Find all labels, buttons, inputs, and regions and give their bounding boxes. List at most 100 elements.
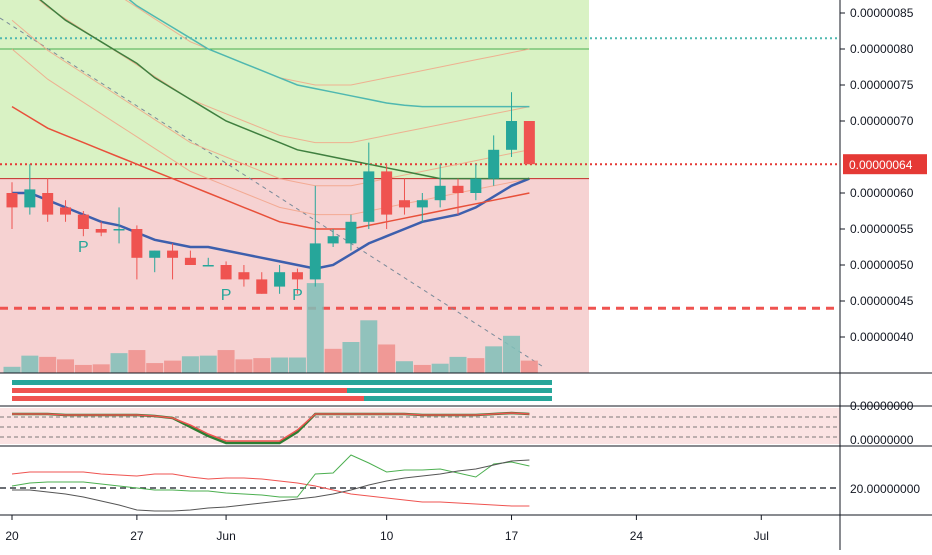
x-tick-label-4: 17 <box>505 529 519 543</box>
pane4-line-red <box>11 471 530 507</box>
y-tick-label-0: 0.00000085 <box>850 6 914 20</box>
candle-11 <box>202 257 214 267</box>
candle-20 <box>363 142 375 229</box>
volume-bar-21 <box>378 344 396 373</box>
volume-bar-8 <box>146 363 164 373</box>
candle-2 <box>42 178 54 222</box>
moving-average-0 <box>12 177 530 270</box>
y-tick-label-7: 0.00000050 <box>850 258 914 272</box>
oscillator-line-2 <box>12 412 530 442</box>
candle-body <box>523 121 535 165</box>
y-tick-label-6: 0.00000055 <box>850 222 914 236</box>
x-tick-label-2: Jun <box>216 529 235 543</box>
volume-bar-12 <box>217 350 235 373</box>
candle-body <box>60 207 72 215</box>
y-tick-label-8: 0.00000045 <box>850 294 914 308</box>
candle-1 <box>24 164 36 215</box>
volume-bar-13 <box>235 359 253 373</box>
y-tick-label-2: 0.00000075 <box>850 78 914 92</box>
candle-body <box>184 257 196 265</box>
volume-bar-26 <box>467 358 485 373</box>
indicator-pane-dmi <box>0 454 840 512</box>
volume-bar-16 <box>288 357 306 373</box>
pane3-bg <box>0 408 840 444</box>
candle-body <box>291 272 303 280</box>
pane2-label: 0.00000000 <box>850 399 914 413</box>
indicator-pane-bars <box>12 380 552 401</box>
pivot-marker-1: P <box>221 287 232 304</box>
candle-7 <box>131 225 143 280</box>
candle-body <box>113 229 125 231</box>
candle-body <box>220 265 232 280</box>
volume-bar-18 <box>324 348 342 373</box>
candle-16 <box>291 268 303 294</box>
candle-22 <box>398 178 410 215</box>
volume-bar-0 <box>3 366 21 373</box>
y-tick-label-5: 0.00000060 <box>850 186 914 200</box>
candle-body <box>470 178 482 193</box>
volume-bar-14 <box>253 358 271 373</box>
volume-bar-11 <box>199 355 217 373</box>
candle-body <box>202 265 214 267</box>
volume-bar-10 <box>181 356 199 373</box>
volume-bar-7 <box>128 350 146 373</box>
candle-8 <box>149 250 161 273</box>
candle-10 <box>184 250 196 265</box>
candle-23 <box>416 193 428 222</box>
candle-body <box>506 121 518 150</box>
candle-25 <box>452 178 464 215</box>
volume-bar-3 <box>57 359 75 373</box>
pane2-bar-2b <box>347 388 552 393</box>
candle-29 <box>523 121 535 165</box>
volume-bar-15 <box>271 357 289 373</box>
pane3-label: 0.00000000 <box>850 433 914 447</box>
y-tick-label-1: 0.00000080 <box>850 42 914 56</box>
candle-body <box>381 171 393 215</box>
candle-body <box>149 250 161 258</box>
candle-body <box>167 250 179 258</box>
price-label-badge <box>843 154 927 175</box>
candle-body <box>131 229 143 258</box>
y-tick-label-3: 0.00000070 <box>850 114 914 128</box>
volume-bar-29 <box>520 360 538 373</box>
candle-body <box>327 236 339 244</box>
candle-body <box>274 272 286 287</box>
candle-3 <box>60 200 72 222</box>
candle-4 <box>77 211 89 237</box>
volume-bar-6 <box>110 353 128 373</box>
trend-line <box>0 17 546 369</box>
candle-9 <box>167 243 179 280</box>
candle-21 <box>381 164 393 229</box>
volume-bar-4 <box>74 364 92 373</box>
volume-bar-25 <box>449 356 467 373</box>
volume-bar-9 <box>164 360 182 373</box>
volume-bar-1 <box>21 355 39 373</box>
volume-bar-2 <box>39 356 57 373</box>
moving-average-3 <box>11 105 530 230</box>
candle-body <box>416 200 428 208</box>
candle-0 <box>6 182 18 229</box>
pane4-label: 20.00000000 <box>850 482 920 496</box>
candle-19 <box>345 214 357 251</box>
zone-green <box>0 0 589 179</box>
volume-bar-17 <box>306 283 324 373</box>
pane2-bar-2a <box>12 388 347 393</box>
pane4-line-gray <box>12 459 530 512</box>
candle-27 <box>488 135 500 186</box>
candle-body <box>452 185 464 193</box>
candle-body <box>24 189 36 208</box>
x-tick-label-6: Jul <box>754 529 769 543</box>
candle-body <box>238 272 250 280</box>
candle-body <box>95 229 107 233</box>
volume-bar-22 <box>395 361 413 373</box>
candle-24 <box>434 164 446 208</box>
candle-body <box>256 279 268 294</box>
candle-28 <box>506 92 518 157</box>
indicator-pane-oscillator <box>0 408 840 445</box>
candle-13 <box>238 265 250 287</box>
candle-body <box>309 243 321 280</box>
candle-12 <box>220 261 232 280</box>
x-tick-label-0: 20 <box>5 529 19 543</box>
